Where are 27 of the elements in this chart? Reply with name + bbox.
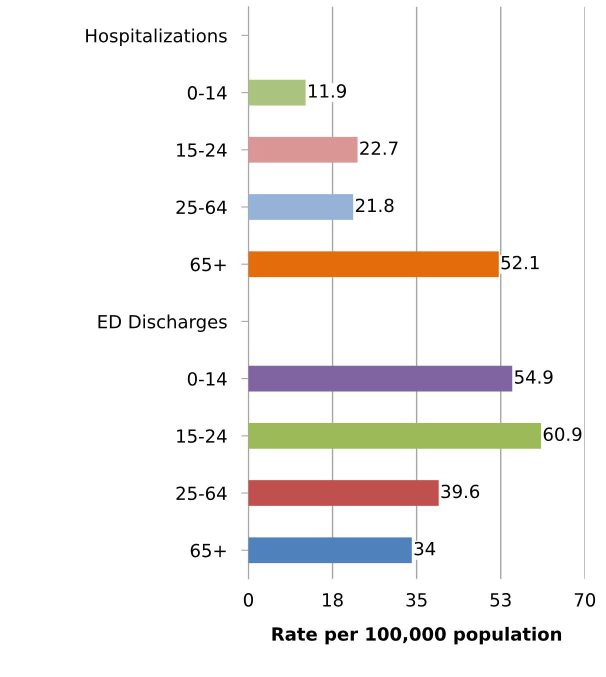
data-label: 11.9	[309, 84, 346, 98]
y-tick-label: 15-24	[177, 143, 227, 157]
y-tick-label: 0-14	[188, 86, 227, 100]
data-label: 60.9	[544, 427, 582, 442]
x-tick-label: 70	[574, 593, 596, 607]
data-label: 34	[414, 542, 436, 556]
bar	[248, 537, 412, 564]
y-tick-label: 65+	[190, 258, 226, 272]
x-tick-label: 53	[490, 593, 511, 607]
data-label: 54.9	[515, 370, 553, 384]
bar	[248, 80, 306, 106]
data-label: 39.6	[441, 484, 480, 498]
y-tick-label: 25-64	[176, 486, 227, 500]
data-label: 21.8	[356, 198, 394, 212]
x-tick-label: 18	[323, 593, 343, 607]
data-label: 22.7	[360, 141, 398, 155]
y-tick-label: 0-14	[188, 372, 227, 386]
data-label: 52.1	[502, 256, 539, 270]
y-tick-label: 15-24	[177, 429, 227, 443]
x-axis-title: Rate per 100,000 population	[272, 626, 562, 644]
y-tick-label: 65+	[190, 544, 226, 558]
x-tick-label: 0	[244, 593, 254, 607]
bar	[248, 251, 499, 278]
x-tick-label: 35	[406, 593, 427, 607]
y-tick-label: 25-64	[176, 200, 227, 214]
y-tick-label: ED Discharges	[98, 314, 227, 332]
y-tick-label: Hospitalizations	[86, 28, 227, 46]
